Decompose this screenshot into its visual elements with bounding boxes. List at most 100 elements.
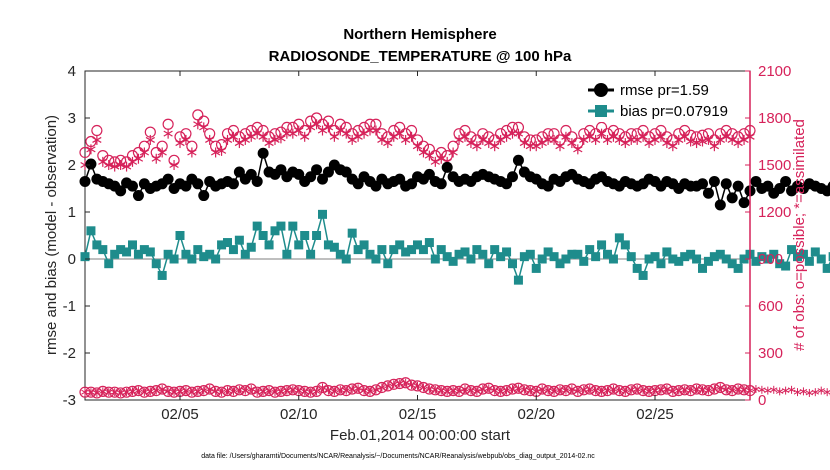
bias-point <box>448 256 458 266</box>
obs-assimilated-lower-point <box>621 387 630 396</box>
asterisk-stroke <box>99 388 107 394</box>
obs-assimilated-lower-point <box>651 386 659 395</box>
bias-point <box>353 245 363 255</box>
bias-point <box>579 256 589 266</box>
asterisk-stroke <box>781 388 790 394</box>
asterisk-stroke <box>401 380 410 386</box>
asterisk-stroke <box>627 387 635 393</box>
obs-assimilated-lower-point <box>146 387 155 396</box>
bias-point <box>418 245 428 255</box>
asterisk-stroke <box>514 385 523 391</box>
series-layer <box>79 109 830 399</box>
asterisk-stroke <box>680 387 689 393</box>
obs-assimilated-lower-point <box>152 386 160 395</box>
asterisk-stroke <box>341 130 351 137</box>
x-tick-label: 02/20 <box>517 406 555 423</box>
asterisk-stroke <box>526 388 535 394</box>
bias-point <box>537 254 547 264</box>
asterisk-stroke <box>133 155 144 162</box>
y-tick-label: 4 <box>68 63 76 80</box>
obs-assimilated-point <box>276 133 286 144</box>
bias-point <box>211 254 221 264</box>
rmse-point <box>507 171 518 183</box>
bias-point <box>769 249 779 259</box>
asterisk-stroke <box>390 381 398 387</box>
asterisk-stroke <box>657 387 665 393</box>
bias-point <box>721 254 731 264</box>
obs-assimilated-lower-point <box>324 386 333 395</box>
asterisk-stroke <box>549 136 559 143</box>
obs-assimilated-lower-point <box>805 388 814 397</box>
bias-point <box>573 249 583 259</box>
asterisk-stroke <box>728 388 736 394</box>
obs-assimilated-point <box>139 147 150 158</box>
asterisk-stroke <box>550 388 558 394</box>
asterisk-stroke <box>205 136 215 143</box>
obs-assimilated-lower-point <box>93 388 101 397</box>
obs-possible-point <box>607 383 620 395</box>
obs-assimilated-lower-point <box>283 386 291 395</box>
rmse-point <box>115 185 127 197</box>
asterisk-stroke <box>568 386 576 392</box>
obs-assimilated-lower-point <box>105 388 113 397</box>
obs-assimilated-lower-point <box>289 385 297 394</box>
asterisk-stroke <box>467 388 475 394</box>
asterisk-stroke <box>300 388 309 394</box>
bias-point <box>525 249 535 259</box>
asterisk-stroke <box>508 386 517 392</box>
asterisk-stroke <box>407 382 416 388</box>
rmse-point <box>827 181 830 191</box>
bias-point <box>359 240 369 250</box>
asterisk-stroke <box>283 388 291 394</box>
bias-point <box>561 254 571 264</box>
rmse-point <box>726 192 738 204</box>
obs-assimilated-point <box>300 131 310 142</box>
obs-assimilated-lower-point <box>419 383 428 392</box>
asterisk-stroke <box>590 136 601 143</box>
obs-assimilated-point <box>703 134 714 145</box>
obs-assimilated-lower-point <box>235 385 244 394</box>
obs-assimilated-lower-point <box>764 386 772 395</box>
y-tick-label: 3 <box>68 110 76 127</box>
obs-assimilated-point <box>181 134 191 145</box>
obs-assimilated-lower-point <box>348 385 356 394</box>
bias-point <box>151 259 161 269</box>
obs-assimilated-point <box>460 131 470 142</box>
y-axis-label: rmse and bias (model - observation) <box>43 115 60 355</box>
asterisk-stroke <box>199 124 209 131</box>
y2-tick-label: 0 <box>758 392 766 409</box>
asterisk-stroke <box>787 387 796 393</box>
asterisk-stroke <box>473 388 481 394</box>
obs-assimilated-lower-point <box>122 388 131 397</box>
asterisk-stroke <box>556 387 564 393</box>
bias-point <box>668 254 678 264</box>
bias-point <box>430 254 440 264</box>
obs-assimilated-point <box>92 134 102 145</box>
obs-assimilated-point <box>709 141 720 152</box>
x-tick-label: 02/05 <box>161 406 199 423</box>
bias-point <box>294 240 304 250</box>
rmse-point <box>708 175 720 187</box>
obs-assimilated-point <box>656 131 666 142</box>
bias-point <box>217 240 227 250</box>
bias-point <box>739 254 749 264</box>
asterisk-stroke <box>680 133 690 140</box>
bias-point <box>312 231 322 240</box>
obs-assimilated-lower-point <box>306 388 315 397</box>
bias-point <box>793 252 802 262</box>
asterisk-stroke <box>799 388 808 394</box>
obs-assimilated-lower-point <box>770 385 778 394</box>
bias-point <box>787 245 797 255</box>
obs-assimilated-lower-point <box>562 386 570 395</box>
asterisk-stroke <box>265 388 273 394</box>
obs-assimilated-lower-point <box>318 383 327 392</box>
legend-rmse-marker <box>594 83 608 97</box>
legend-rmse-label: rmse pr=1.59 <box>620 82 709 99</box>
asterisk-stroke <box>229 388 238 394</box>
asterisk-stroke <box>490 388 499 394</box>
bias-point <box>733 263 743 273</box>
bias-point <box>709 252 719 262</box>
bias-point <box>822 263 830 273</box>
obs-assimilated-point <box>341 128 351 139</box>
obs-assimilated-lower-point <box>182 386 190 395</box>
